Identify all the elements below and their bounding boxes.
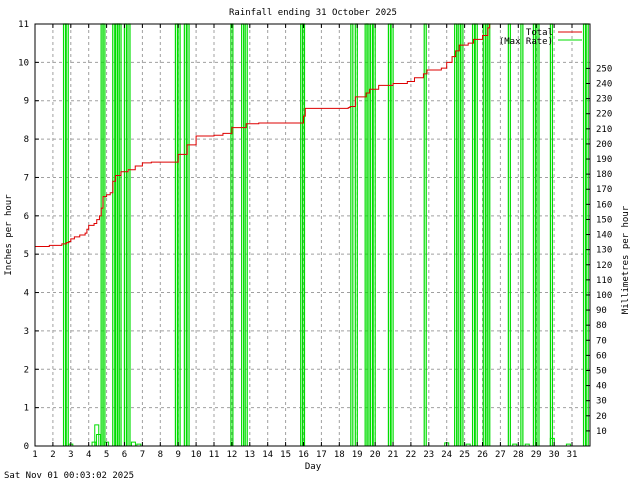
timestamp-footer: Sat Nov 01 00:03:02 2025	[4, 471, 134, 480]
svg-text:240: 240	[596, 80, 612, 90]
svg-text:60: 60	[596, 351, 607, 361]
svg-text:27: 27	[495, 450, 506, 460]
svg-text:11: 11	[18, 20, 29, 30]
svg-text:70: 70	[596, 336, 607, 346]
svg-text:3: 3	[68, 450, 73, 460]
svg-text:170: 170	[596, 185, 612, 195]
svg-text:150: 150	[596, 215, 612, 225]
svg-text:30: 30	[549, 450, 560, 460]
svg-text:7: 7	[140, 450, 145, 460]
svg-text:9: 9	[24, 97, 29, 107]
svg-text:180: 180	[596, 170, 612, 180]
svg-text:110: 110	[596, 276, 612, 286]
svg-text:21: 21	[388, 450, 399, 460]
total-series	[35, 24, 491, 248]
svg-text:160: 160	[596, 200, 612, 210]
svg-text:190: 190	[596, 155, 612, 165]
svg-text:15: 15	[280, 450, 291, 460]
svg-text:130: 130	[596, 246, 612, 256]
svg-text:80: 80	[596, 321, 607, 331]
svg-text:28: 28	[513, 450, 524, 460]
svg-text:210: 210	[596, 125, 612, 135]
svg-text:18: 18	[334, 450, 345, 460]
legend-total-label: Total	[526, 28, 553, 38]
svg-text:4: 4	[24, 289, 29, 299]
svg-text:20: 20	[370, 450, 381, 460]
svg-text:100: 100	[596, 291, 612, 301]
svg-text:13: 13	[244, 450, 255, 460]
svg-text:25: 25	[459, 450, 470, 460]
svg-text:17: 17	[316, 450, 327, 460]
svg-text:250: 250	[596, 64, 612, 74]
svg-text:2: 2	[50, 450, 55, 460]
svg-text:26: 26	[477, 450, 488, 460]
chart-title: Rainfall ending 31 October 2025	[229, 8, 397, 18]
grid-lines	[35, 24, 590, 446]
svg-text:220: 220	[596, 110, 612, 120]
svg-text:23: 23	[423, 450, 434, 460]
svg-text:7: 7	[24, 173, 29, 183]
svg-text:140: 140	[596, 231, 612, 241]
svg-text:6: 6	[24, 212, 29, 222]
svg-text:8: 8	[158, 450, 163, 460]
y-axis-label: Inches per hour	[4, 194, 14, 276]
legend: Total (Max Rate)	[499, 28, 582, 47]
svg-text:2: 2	[24, 365, 29, 375]
svg-text:24: 24	[441, 450, 452, 460]
svg-text:230: 230	[596, 95, 612, 105]
svg-text:30: 30	[596, 397, 607, 407]
svg-text:14: 14	[262, 450, 273, 460]
svg-text:8: 8	[24, 135, 29, 145]
svg-text:20: 20	[596, 412, 607, 422]
svg-text:50: 50	[596, 366, 607, 376]
svg-text:29: 29	[531, 450, 542, 460]
svg-text:5: 5	[24, 250, 29, 260]
x-axis-label: Day	[305, 462, 322, 472]
axes	[34, 23, 591, 447]
svg-text:1: 1	[32, 450, 37, 460]
svg-text:11: 11	[209, 450, 220, 460]
svg-text:1: 1	[24, 404, 29, 414]
svg-text:10: 10	[596, 427, 607, 437]
svg-text:10: 10	[191, 450, 202, 460]
svg-text:5: 5	[104, 450, 109, 460]
svg-text:10: 10	[18, 58, 29, 68]
svg-text:90: 90	[596, 306, 607, 316]
svg-text:3: 3	[24, 327, 29, 337]
x-axis-ticks: 1 2 3 4 5 6 7 8 9 10 11 12 13 14 15 16 17 18 19 20 21 22 23 24 2…	[32, 24, 577, 460]
svg-text:19: 19	[352, 450, 363, 460]
legend-rate-label: (Max Rate)	[499, 37, 553, 47]
y2-axis-label: Millimetres per hour	[621, 205, 631, 314]
svg-text:16: 16	[298, 450, 309, 460]
y2-axis-ticks: 10 20 30 40 50 60 70 80 90 100 110 120 130 140 150 160 1…	[586, 64, 612, 437]
svg-text:12: 12	[226, 450, 237, 460]
svg-text:9: 9	[175, 450, 180, 460]
svg-text:40: 40	[596, 382, 607, 392]
svg-text:4: 4	[86, 450, 91, 460]
svg-text:120: 120	[596, 261, 612, 271]
svg-text:22: 22	[405, 450, 416, 460]
svg-text:200: 200	[596, 140, 612, 150]
svg-text:6: 6	[122, 450, 127, 460]
y-axis-ticks: 0 1 2 3 4 5 6 7 8 9 10 11	[18, 20, 39, 452]
svg-text:0: 0	[24, 442, 29, 452]
svg-text:31: 31	[567, 450, 578, 460]
